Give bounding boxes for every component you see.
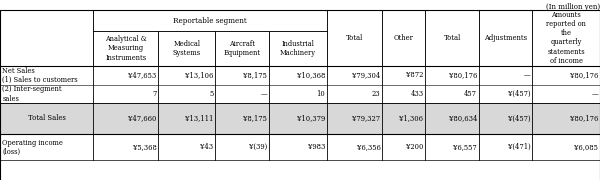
Text: ¥983: ¥983 bbox=[308, 143, 325, 151]
Bar bbox=[94, 10, 327, 31]
Text: —: — bbox=[592, 90, 598, 98]
Text: 433: 433 bbox=[410, 90, 424, 98]
Text: ¥80,634: ¥80,634 bbox=[449, 114, 477, 122]
Text: ¥80,176: ¥80,176 bbox=[449, 71, 477, 80]
Bar bbox=[158, 31, 215, 66]
Text: ¥6,356: ¥6,356 bbox=[356, 143, 380, 151]
Text: ¥10,379: ¥10,379 bbox=[297, 114, 325, 122]
Text: ¥(471): ¥(471) bbox=[508, 143, 530, 151]
Bar bbox=[0, 103, 600, 134]
Bar bbox=[0, 66, 600, 103]
Text: Other: Other bbox=[394, 34, 414, 42]
Bar bbox=[425, 10, 479, 66]
Text: ¥80,176: ¥80,176 bbox=[570, 71, 598, 80]
Text: 10: 10 bbox=[316, 90, 325, 98]
Bar bbox=[215, 31, 269, 66]
Bar bbox=[327, 10, 382, 66]
Bar bbox=[0, 10, 94, 66]
Text: 457: 457 bbox=[464, 90, 477, 98]
Text: ¥43: ¥43 bbox=[200, 143, 214, 151]
Text: 5: 5 bbox=[209, 90, 214, 98]
Text: ¥47,660: ¥47,660 bbox=[128, 114, 157, 122]
Text: ¥5,368: ¥5,368 bbox=[133, 143, 157, 151]
Text: Reportable segment: Reportable segment bbox=[173, 17, 247, 24]
Text: ¥13,111: ¥13,111 bbox=[185, 114, 214, 122]
Text: ¥(457): ¥(457) bbox=[508, 114, 530, 122]
Text: ¥13,106: ¥13,106 bbox=[185, 71, 214, 80]
Bar bbox=[382, 10, 425, 66]
Text: ¥(457): ¥(457) bbox=[508, 90, 530, 98]
Text: Analytical &
Measuring
Instruments: Analytical & Measuring Instruments bbox=[105, 35, 147, 62]
Text: Operating income
(loss): Operating income (loss) bbox=[2, 139, 63, 156]
Text: (In million yen): (In million yen) bbox=[546, 3, 600, 11]
Text: ¥80,176: ¥80,176 bbox=[570, 114, 598, 122]
Text: ¥1,306: ¥1,306 bbox=[400, 114, 424, 122]
Text: Adjustments: Adjustments bbox=[484, 34, 527, 42]
Text: Aircraft
Equipment: Aircraft Equipment bbox=[223, 40, 260, 57]
Text: (2) Inter‑segment
sales: (2) Inter‑segment sales bbox=[2, 85, 62, 103]
Text: ¥8,175: ¥8,175 bbox=[243, 71, 267, 80]
Bar bbox=[269, 31, 327, 66]
Text: Total: Total bbox=[443, 34, 461, 42]
Text: 7: 7 bbox=[152, 90, 157, 98]
Bar bbox=[479, 10, 532, 66]
Text: —: — bbox=[524, 71, 530, 80]
Text: ¥6,085: ¥6,085 bbox=[574, 143, 598, 151]
Text: ¥79,304: ¥79,304 bbox=[352, 71, 380, 80]
Text: ¥(39): ¥(39) bbox=[249, 143, 267, 151]
Text: Net Sales
(1) Sales to customers: Net Sales (1) Sales to customers bbox=[2, 67, 78, 84]
Text: Medical
Systems: Medical Systems bbox=[173, 40, 201, 57]
Text: ¥872: ¥872 bbox=[406, 71, 424, 80]
Text: ¥10,368: ¥10,368 bbox=[296, 71, 325, 80]
Bar bbox=[532, 10, 600, 66]
Text: Amounts
reported on
the
quarterly
statements
of income: Amounts reported on the quarterly statem… bbox=[547, 11, 586, 65]
Text: 23: 23 bbox=[372, 90, 380, 98]
Text: Industrial
Machinery: Industrial Machinery bbox=[280, 40, 316, 57]
Text: ¥200: ¥200 bbox=[406, 143, 424, 151]
Text: —: — bbox=[260, 90, 267, 98]
Text: ¥79,327: ¥79,327 bbox=[352, 114, 380, 122]
Text: Total Sales: Total Sales bbox=[28, 114, 65, 122]
Text: ¥8,175: ¥8,175 bbox=[243, 114, 267, 122]
Text: Total: Total bbox=[346, 34, 363, 42]
Bar bbox=[0, 134, 600, 160]
Bar bbox=[94, 31, 158, 66]
Text: ¥6,557: ¥6,557 bbox=[454, 143, 477, 151]
Text: ¥47,653: ¥47,653 bbox=[128, 71, 157, 80]
